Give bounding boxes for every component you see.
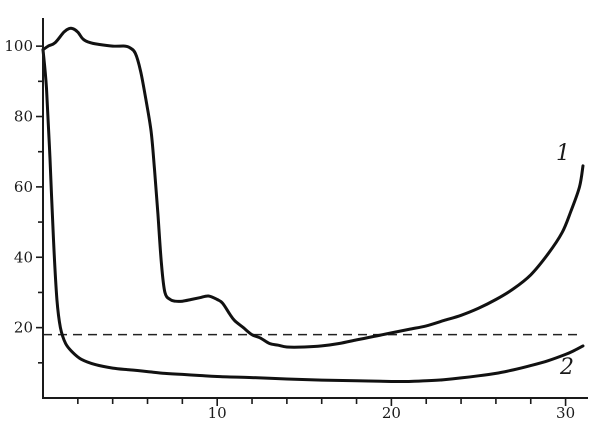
- curve-labels: 12: [556, 141, 574, 380]
- y-tick-label: 20: [14, 319, 33, 337]
- curve-label-1: 1: [556, 141, 570, 166]
- series-line-2: [41, 48, 585, 384]
- y-tick-label: 40: [14, 248, 33, 266]
- axis-lines: [42, 18, 588, 399]
- curve-label-2: 2: [559, 355, 574, 380]
- series-lines: [41, 26, 585, 384]
- tick-marks: [36, 45, 567, 406]
- y-tick-label: 80: [14, 108, 33, 126]
- y-tick-label: 60: [14, 178, 33, 196]
- x-tick-label: 30: [556, 404, 575, 422]
- series-line-1: [41, 26, 585, 349]
- x-tick-label: 20: [382, 404, 401, 422]
- axes: [42, 18, 588, 399]
- x-tick-label: 10: [208, 404, 227, 422]
- y-tick-label: 100: [4, 37, 33, 55]
- tick-labels: 20 40 60 80 100 10 20 30: [4, 37, 575, 422]
